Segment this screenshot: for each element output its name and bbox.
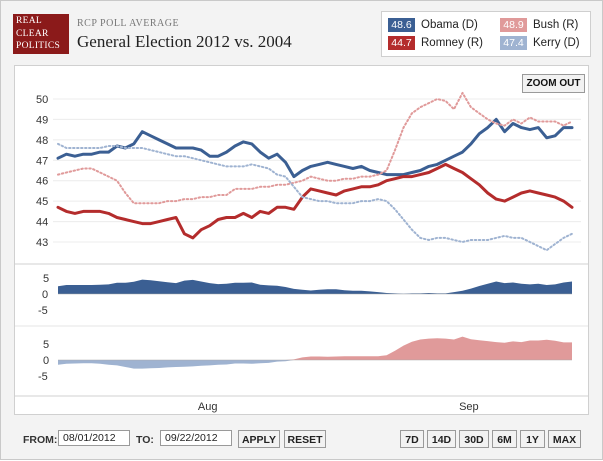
legend-value-romney: 44.7 [388, 36, 415, 50]
legend-item-romney[interactable]: 44.7 Romney (R) [388, 36, 483, 50]
range-1y-button[interactable]: 1Y [520, 430, 545, 448]
y-tick-label-47: 47 [36, 155, 48, 167]
range-7d-button[interactable]: 7D [400, 430, 424, 448]
spread-2012-positive-area [58, 279, 572, 294]
legend: 48.6 Obama (D) 48.9 Bush (R) 44.7 Romney… [381, 11, 591, 57]
x-tick-label-aug: Aug [198, 401, 218, 413]
y-tick-label-43: 43 [36, 237, 48, 249]
legend-item-kerry[interactable]: 47.4 Kerry (D) [500, 36, 580, 50]
to-date-input[interactable] [160, 430, 232, 446]
legend-label-romney: Romney (R) [421, 37, 483, 49]
from-label: FROM: [23, 434, 58, 446]
legend-value-bush: 48.9 [500, 18, 527, 32]
range-6m-button[interactable]: 6M [492, 430, 517, 448]
x-tick-label-sep: Sep [459, 401, 479, 413]
spread-2004-negative-area [58, 360, 572, 369]
spread2-tick-label-5: 5 [43, 339, 49, 351]
page-title: General Election 2012 vs. 2004 [77, 32, 292, 51]
y-tick-label-48: 48 [36, 135, 48, 147]
series-line-bush [57, 91, 573, 205]
to-label: TO: [136, 434, 154, 446]
series-line-kerry [57, 142, 573, 252]
legend-item-bush[interactable]: 48.9 Bush (R) [500, 18, 578, 32]
y-tick-label-46: 46 [36, 176, 48, 188]
spread2-tick-label-0: 0 [43, 355, 49, 367]
range-max-button[interactable]: MAX [548, 430, 581, 448]
legend-label-kerry: Kerry (D) [533, 37, 580, 49]
y-tick-label-44: 44 [36, 217, 48, 229]
logo-line-2: CLEAR [16, 28, 49, 39]
legend-label-bush: Bush (R) [533, 19, 579, 31]
range-30d-button[interactable]: 30D [459, 430, 489, 448]
supertitle: RCP POLL AVERAGE [77, 18, 180, 29]
legend-item-obama[interactable]: 48.6 Obama (D) [388, 18, 478, 32]
legend-value-kerry: 47.4 [500, 36, 527, 50]
legend-value-obama: 48.6 [388, 18, 415, 32]
y-tick-label-50: 50 [36, 94, 48, 106]
logo-line-3: POLITICS [16, 41, 61, 51]
series-line-obama [56, 117, 574, 179]
spread2-tick-label-neg5: -5 [38, 371, 48, 383]
reset-button[interactable]: RESET [284, 430, 326, 448]
logo-line-1: REAL [16, 16, 43, 26]
legend-label-obama: Obama (D) [421, 19, 478, 31]
spread1-tick-label-0: 0 [42, 289, 48, 301]
series-line-romney [56, 162, 574, 240]
spread1-tick-label-neg5: -5 [38, 305, 48, 317]
spread1-tick-label-5: 5 [43, 273, 49, 285]
rcp-logo: REAL CLEAR POLITICS [13, 14, 69, 54]
spread-2004-positive-area [58, 336, 572, 360]
zoom-out-button[interactable]: ZOOM OUT [522, 74, 585, 93]
range-14d-button[interactable]: 14D [427, 430, 456, 448]
apply-button[interactable]: APPLY [238, 430, 280, 448]
from-date-input[interactable] [58, 430, 130, 446]
y-tick-label-49: 49 [36, 114, 48, 126]
y-tick-label-45: 45 [36, 196, 48, 208]
date-controls: FROM: TO: APPLY RESET 7D 14D 30D 6M 1Y M… [1, 420, 602, 458]
